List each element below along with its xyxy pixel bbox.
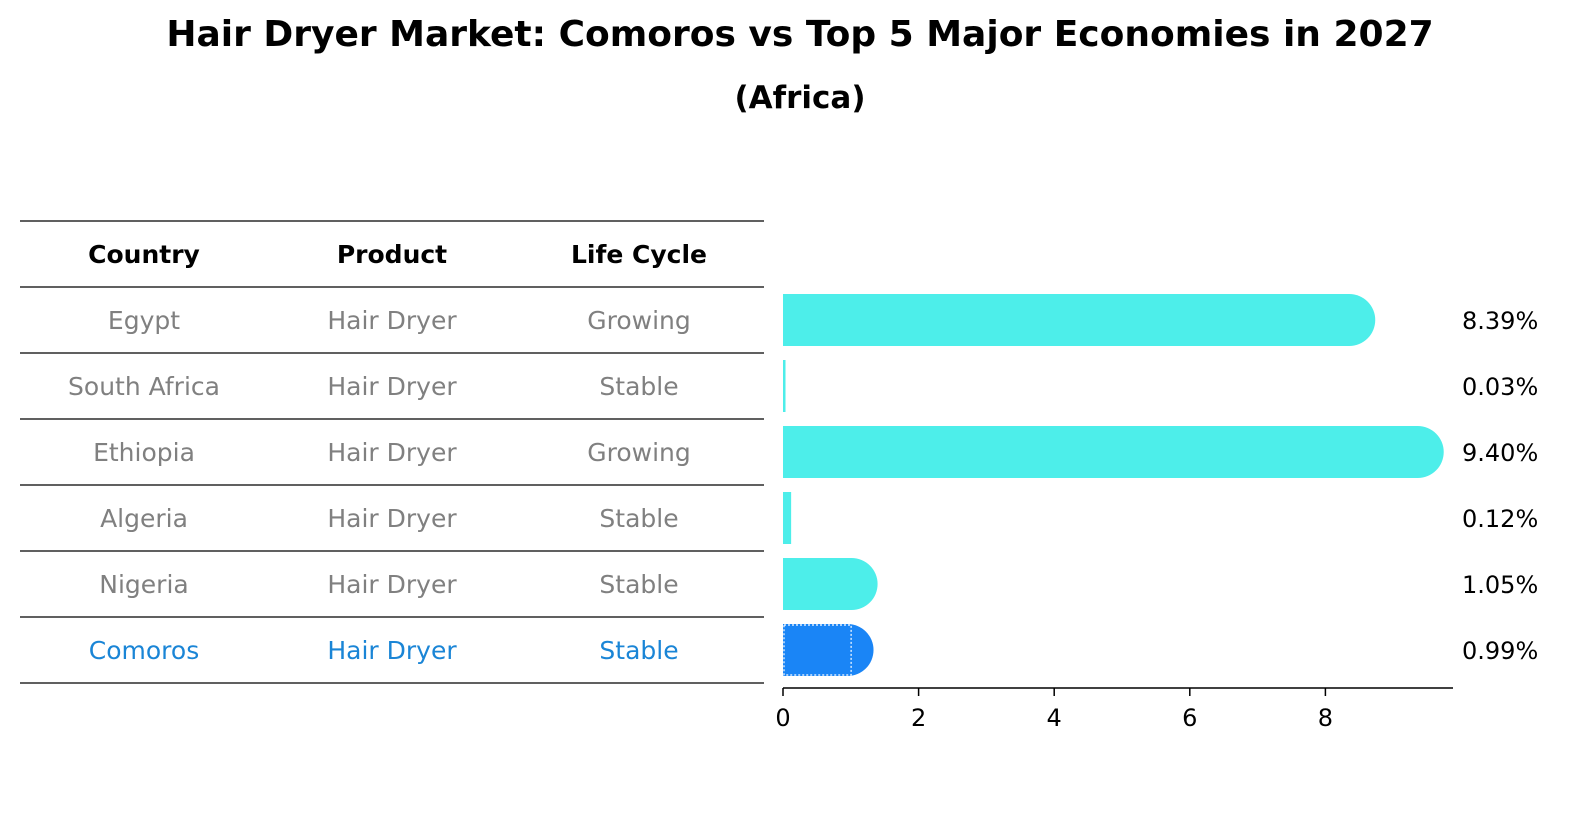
table-cell: Stable bbox=[599, 372, 678, 401]
table-header-life-cycle: Life Cycle bbox=[571, 240, 707, 269]
value-labels: 8.39% 0.03% 9.40% 0.12% 1.05% 0.99% bbox=[1462, 307, 1538, 665]
table-cell: Nigeria bbox=[99, 570, 188, 599]
table-cell: Stable bbox=[599, 504, 678, 533]
x-tick-label: 2 bbox=[911, 704, 926, 732]
table-cell: Hair Dryer bbox=[327, 570, 457, 599]
data-table: Country Product Life Cycle Egypt Hair Dryer G… bbox=[20, 220, 764, 684]
bar-comoros bbox=[783, 624, 874, 676]
value-label: 8.39% bbox=[1462, 307, 1538, 335]
bar-outline bbox=[783, 624, 852, 676]
bars bbox=[783, 294, 1444, 676]
table-header-country: Country bbox=[88, 240, 200, 269]
table-cell: Stable bbox=[599, 570, 678, 599]
x-tick-label: 8 bbox=[1318, 704, 1333, 732]
table-cell: Egypt bbox=[108, 306, 180, 335]
table-cell: Growing bbox=[587, 438, 691, 467]
table-cell: Algeria bbox=[100, 504, 188, 533]
bar-nigeria bbox=[783, 558, 878, 610]
table-cell: Growing bbox=[587, 306, 691, 335]
chart-title: Hair Dryer Market: Comoros vs Top 5 Majo… bbox=[166, 14, 1434, 55]
chart-subtitle: (Africa) bbox=[734, 80, 866, 116]
table-cell: Ethiopia bbox=[93, 438, 195, 467]
bar-ethiopia bbox=[783, 426, 1444, 478]
bar-south-africa bbox=[783, 360, 786, 412]
x-axis: 0 2 4 6 8 bbox=[775, 687, 1453, 732]
table-cell: Hair Dryer bbox=[327, 636, 457, 665]
table-header-product: Product bbox=[337, 240, 447, 269]
value-label: 9.40% bbox=[1462, 439, 1538, 467]
x-tick-label: 6 bbox=[1182, 704, 1197, 732]
x-tick-label: 4 bbox=[1047, 704, 1062, 732]
table-cell: Hair Dryer bbox=[327, 372, 457, 401]
table-cell: Hair Dryer bbox=[327, 504, 457, 533]
bar-algeria bbox=[783, 492, 792, 544]
table-cell: Stable bbox=[599, 636, 678, 665]
table-cell: Comoros bbox=[89, 636, 199, 665]
value-label: 0.03% bbox=[1462, 373, 1538, 401]
value-label: 1.05% bbox=[1462, 571, 1538, 599]
value-label: 0.12% bbox=[1462, 505, 1538, 533]
value-label: 0.99% bbox=[1462, 637, 1538, 665]
table-cell: Hair Dryer bbox=[327, 306, 457, 335]
table-cell: South Africa bbox=[68, 372, 220, 401]
bar-egypt bbox=[783, 294, 1376, 346]
x-tick-label: 0 bbox=[775, 704, 790, 732]
table-cell: Hair Dryer bbox=[327, 438, 457, 467]
